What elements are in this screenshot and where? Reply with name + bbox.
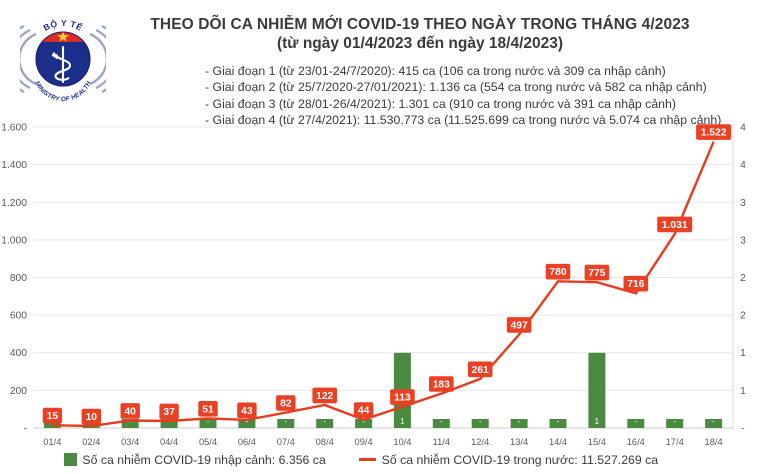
svg-text:16/4: 16/4: [627, 437, 645, 447]
svg-text:44: 44: [358, 406, 370, 417]
svg-text:1: 1: [400, 417, 405, 426]
svg-text:3: 3: [740, 235, 746, 246]
svg-text:-: -: [673, 417, 676, 426]
svg-text:13/4: 13/4: [510, 437, 528, 447]
svg-text:4: 4: [740, 123, 746, 134]
svg-text:-: -: [284, 417, 287, 426]
svg-text:37: 37: [163, 407, 175, 418]
svg-text:40: 40: [124, 406, 136, 417]
svg-text:82: 82: [280, 399, 292, 410]
svg-text:07/4: 07/4: [277, 437, 295, 447]
svg-text:122: 122: [316, 391, 333, 402]
svg-text:497: 497: [511, 320, 528, 331]
svg-text:02/4: 02/4: [82, 437, 100, 447]
svg-text:1: 1: [740, 348, 746, 359]
svg-text:04/4: 04/4: [160, 437, 178, 447]
svg-text:1.400: 1.400: [1, 160, 27, 171]
svg-text:113: 113: [394, 393, 411, 404]
svg-text:51: 51: [202, 404, 214, 415]
svg-text:400: 400: [10, 348, 27, 359]
svg-text:-: -: [741, 424, 744, 435]
svg-text:-: -: [246, 417, 249, 426]
svg-text:1.000: 1.000: [1, 235, 27, 246]
svg-text:17/4: 17/4: [666, 437, 684, 447]
svg-text:12/4: 12/4: [471, 437, 489, 447]
svg-text:-: -: [479, 417, 482, 426]
svg-text:01/4: 01/4: [43, 437, 61, 447]
svg-text:-: -: [323, 417, 326, 426]
svg-text:183: 183: [433, 380, 450, 391]
svg-text:200: 200: [10, 386, 27, 397]
svg-text:-: -: [518, 417, 521, 426]
svg-text:1.600: 1.600: [1, 123, 27, 134]
svg-text:14/4: 14/4: [549, 437, 567, 447]
svg-text:2: 2: [740, 273, 746, 284]
svg-text:15: 15: [47, 411, 59, 422]
svg-text:-: -: [712, 417, 715, 426]
svg-text:-: -: [634, 417, 637, 426]
svg-text:600: 600: [10, 311, 27, 322]
svg-text:08/4: 08/4: [316, 437, 334, 447]
svg-text:09/4: 09/4: [355, 437, 373, 447]
svg-text:15/4: 15/4: [588, 437, 606, 447]
svg-text:3: 3: [740, 198, 746, 209]
svg-text:03/4: 03/4: [121, 437, 139, 447]
svg-text:10/4: 10/4: [393, 437, 411, 447]
svg-text:2: 2: [740, 311, 746, 322]
svg-text:261: 261: [472, 365, 489, 376]
svg-text:-: -: [24, 424, 27, 435]
svg-text:-: -: [440, 417, 443, 426]
svg-text:18/4: 18/4: [705, 437, 723, 447]
svg-text:4: 4: [740, 160, 746, 171]
svg-text:800: 800: [10, 273, 27, 284]
svg-text:780: 780: [549, 267, 566, 278]
svg-text:43: 43: [241, 406, 253, 417]
svg-text:11/4: 11/4: [433, 437, 450, 447]
svg-text:1.522: 1.522: [701, 128, 727, 139]
svg-text:10: 10: [86, 412, 98, 423]
svg-text:05/4: 05/4: [199, 437, 217, 447]
svg-text:1: 1: [740, 386, 746, 397]
svg-text:1.031: 1.031: [662, 220, 688, 231]
svg-text:716: 716: [627, 279, 644, 290]
svg-text:-: -: [557, 417, 560, 426]
svg-text:06/4: 06/4: [238, 437, 256, 447]
svg-text:1.200: 1.200: [1, 198, 27, 209]
svg-text:1: 1: [595, 417, 600, 426]
svg-text:775: 775: [588, 268, 605, 279]
